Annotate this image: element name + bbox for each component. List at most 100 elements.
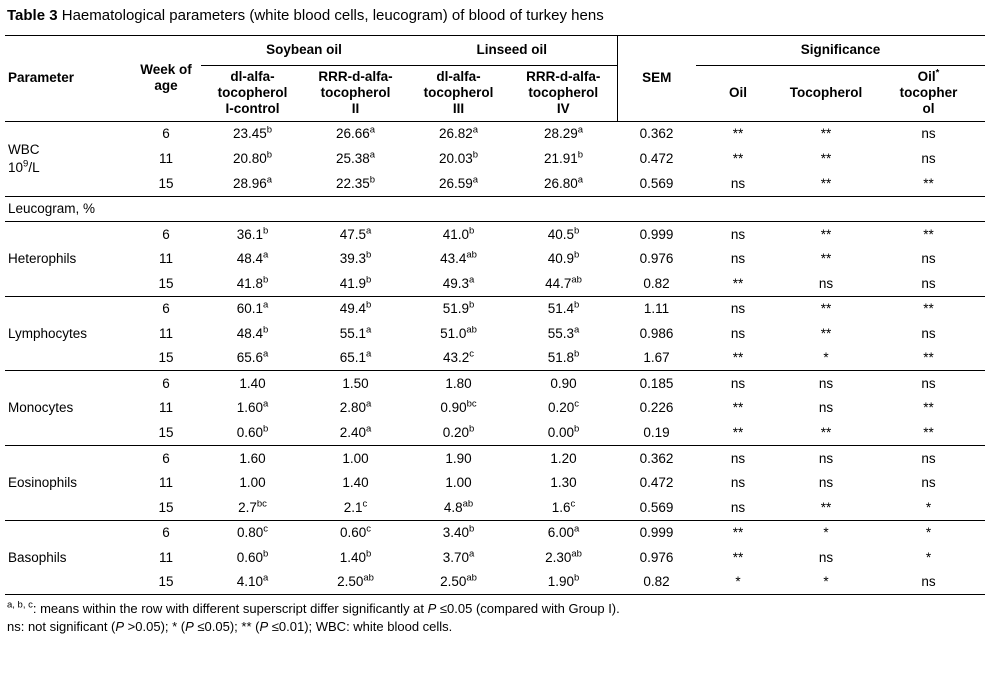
- sem-cell: 0.472: [639, 475, 674, 491]
- data-table: Parameter Week of age Soybean oil Linseed…: [5, 34, 986, 596]
- value-cell-ii: 25.38a: [335, 149, 376, 166]
- sem-cell: 0.999: [617, 519, 697, 546]
- column-group-linseed-oil: Linseed oil: [407, 34, 618, 66]
- sig-oil-tocopherol-cell: *: [925, 499, 932, 515]
- value-cell-ii: 2.40a: [339, 423, 372, 440]
- sig-oil-tocopherol-cell: ns: [921, 325, 936, 341]
- sig-tocopherol-cell: **: [820, 251, 832, 267]
- sig-tocopherol-cell: **: [820, 424, 832, 440]
- sem-cell: 1.67: [643, 350, 670, 366]
- value-cell-iii: 4.8ab: [443, 498, 474, 515]
- sig-tocopherol-cell: **: [780, 120, 873, 147]
- sig-oil-cell: **: [696, 120, 781, 147]
- table-row: 15 2.7bc 2.1c 4.8ab 1.6c 0.569 ns ** *: [5, 495, 985, 520]
- sem-cell: 0.82: [643, 574, 670, 590]
- week-cell: 11: [158, 475, 173, 491]
- table-row: 15 65.6a 65.1a 43.2c 51.8b 1.67 ** * **: [5, 346, 985, 371]
- section-divider-row: Leucogram, %: [5, 195, 986, 223]
- value-cell-i: 48.4a: [236, 249, 269, 267]
- sig-oil-cell: **: [732, 350, 744, 366]
- value-cell-iii: 2.50ab: [440, 572, 477, 590]
- value-cell-iv: 28.29a: [510, 120, 618, 147]
- value-cell-ii: 39.3b: [339, 249, 372, 267]
- week-cell: 11: [158, 400, 173, 416]
- sig-oil-tocopherol-cell: ns: [872, 120, 986, 147]
- value-cell-iv: 51.4b: [510, 295, 618, 322]
- sig-tocopherol-cell: ns: [818, 400, 834, 416]
- sem-cell: 0.999: [617, 221, 697, 247]
- sig-oil-cell: **: [732, 275, 744, 291]
- sig-tocopherol-cell: **: [780, 295, 873, 322]
- week-cell: 6: [131, 519, 201, 546]
- parameter-cell: Eosinophils: [5, 445, 131, 521]
- sig-oil-cell: ns: [730, 325, 746, 341]
- column-header-sem: SEM: [616, 34, 697, 122]
- footnote-superscripts: a, b, c: means within the row with diffe…: [7, 599, 620, 617]
- sig-tocopherol-cell: *: [823, 350, 829, 366]
- week-cell: 15: [158, 574, 174, 590]
- sig-oil-tocopherol-cell: **: [872, 295, 986, 322]
- sig-tocopherol-cell: **: [780, 221, 873, 247]
- value-cell-ii: 47.5a: [304, 221, 407, 247]
- value-cell-ii: 0.60c: [304, 519, 407, 546]
- value-cell-iii: 20.03b: [438, 149, 479, 166]
- value-cell-i: 0.60b: [236, 423, 269, 440]
- sem-cell: 0.986: [639, 325, 674, 341]
- sig-oil-cell: ns: [730, 499, 746, 515]
- sig-oil-tocopherol-cell: *: [925, 549, 932, 565]
- sig-oil-tocopherol-cell: *: [872, 519, 986, 546]
- value-cell-iii: 3.70a: [442, 548, 475, 565]
- table-caption: Haematological parameters (white blood c…: [61, 7, 604, 24]
- sig-oil-cell: **: [732, 549, 744, 565]
- value-cell-ii: 65.1a: [339, 348, 372, 366]
- sig-oil-tocopherol-cell: **: [923, 175, 934, 191]
- value-cell-i: 65.6a: [236, 348, 269, 366]
- week-cell: 6: [131, 221, 201, 247]
- sem-cell: 1.11: [617, 295, 697, 322]
- value-cell-i: 1.60: [201, 445, 304, 471]
- footnote-significance-legend: ns: not significant (P >0.05); * (P ≤0.0…: [7, 619, 453, 635]
- value-cell-iii: 51.0ab: [440, 324, 477, 341]
- sig-oil-tocopherol-cell: **: [923, 400, 934, 416]
- sig-oil-tocopherol-cell: ns: [921, 475, 936, 491]
- value-cell-i: 2.7bc: [238, 498, 267, 515]
- table-header: Parameter Week of age Soybean oil Linseed…: [5, 34, 986, 122]
- week-cell: 15: [158, 350, 174, 366]
- value-cell-iv: 51.8b: [547, 348, 580, 366]
- column-group-soybean-oil: Soybean oil: [201, 34, 407, 66]
- value-cell-iv: 44.7ab: [545, 274, 582, 291]
- sig-tocopherol-cell: ns: [780, 445, 873, 471]
- value-cell-iv: 1.90b: [547, 572, 580, 590]
- sig-tocopherol-cell: **: [820, 325, 832, 341]
- sem-cell: 0.362: [617, 445, 697, 471]
- sig-oil-cell: ns: [730, 475, 746, 491]
- table-row: Monocytes 6 1.40 1.50 1.80 0.90 0.185 ns ns ns: [5, 370, 986, 446]
- sig-tocopherol-cell: *: [823, 574, 829, 590]
- value-cell-ii: 55.1a: [339, 324, 372, 341]
- value-cell-iii: 1.00: [445, 475, 472, 491]
- table-row: Heterophils 6 36.1b 47.5a 41.0b 40.5b 0.999 ns *…: [5, 221, 986, 297]
- week-cell: 11: [158, 150, 173, 166]
- value-cell-iii: 3.40b: [407, 519, 510, 546]
- column-header-tocopherol-i-control: dl-alfa-tocopherol I-control: [201, 65, 304, 122]
- header-sub-row: dl-alfa-tocopherol I-control RRR-d-alfa-t…: [5, 65, 986, 122]
- table-row: 11 1.60a 2.80a 0.90bc 0.20c 0.226 ** ns **: [5, 396, 985, 421]
- parameter-cell: WBC 109/L: [5, 120, 131, 197]
- week-cell: 15: [158, 424, 174, 440]
- sem-cell: 0.362: [617, 120, 697, 147]
- value-cell-i: 4.10a: [236, 572, 269, 590]
- sig-tocopherol-cell: ns: [780, 370, 873, 396]
- sig-oil-cell: ns: [730, 251, 746, 267]
- sem-cell: 0.976: [639, 549, 674, 565]
- value-cell-iv: 40.9b: [547, 249, 580, 267]
- value-cell-i: 1.60a: [236, 398, 269, 416]
- value-cell-iv: 0.00b: [547, 423, 580, 440]
- value-cell-i: 0.60b: [236, 548, 269, 565]
- value-cell-ii: 41.9b: [339, 274, 372, 291]
- value-cell-iv: 55.3a: [547, 324, 580, 341]
- sig-oil-cell: **: [696, 519, 781, 546]
- value-cell-ii: 1.40b: [339, 548, 372, 565]
- value-cell-ii: 49.4b: [304, 295, 407, 322]
- value-cell-ii: 1.00: [304, 445, 407, 471]
- table-row: 11 0.60b 1.40b 3.70a 2.30ab 0.976 ** ns *: [5, 545, 985, 570]
